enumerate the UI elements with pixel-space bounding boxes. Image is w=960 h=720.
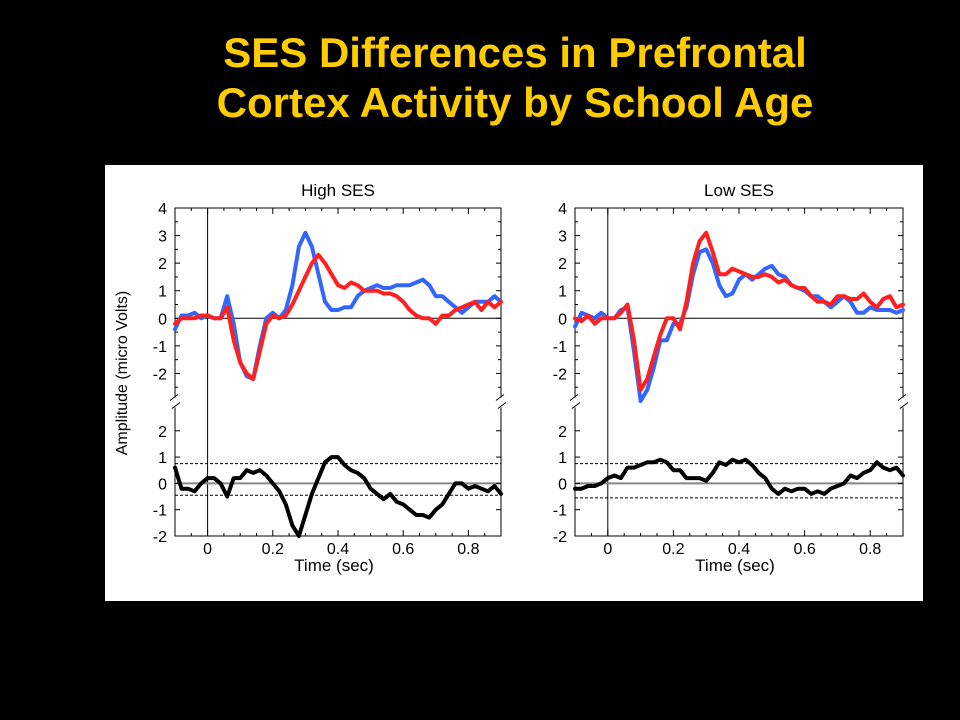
- x-tick-label: 0.2: [662, 541, 684, 558]
- y-tick-label-bottom: -1: [153, 503, 167, 520]
- y-tick-label-top: -2: [153, 366, 167, 383]
- y-tick-label-bottom: -1: [553, 503, 567, 520]
- y-tick-label-bottom: 0: [158, 476, 167, 493]
- y-tick-label-bottom: 2: [558, 424, 567, 441]
- chart-panel: Amplitude (micro Volts) High SES 4 3 2 1 0 -1 -2…: [105, 165, 923, 601]
- y-tick-label-top: 0: [558, 311, 567, 328]
- axis-break-gap: [171, 397, 179, 408]
- x-tick-label: 0: [603, 541, 612, 558]
- x-tick-label: 0.6: [793, 541, 815, 558]
- series-line-red: [573, 230, 905, 392]
- x-tick-label: 0.4: [728, 541, 750, 558]
- y-tick-label-top: -1: [153, 339, 167, 356]
- plot-frame: [574, 207, 904, 537]
- slide-title-line-2: Cortex Activity by School Age: [216, 79, 814, 126]
- y-tick-label-top: 4: [558, 201, 567, 218]
- x-tick-label: 0.2: [262, 541, 284, 558]
- y-tick-label-bottom: -2: [553, 529, 567, 546]
- y-tick-label-top: 2: [558, 256, 567, 273]
- y-tick-label-bottom: 1: [558, 450, 567, 467]
- x-axis-label: Time (sec): [695, 556, 775, 575]
- x-tick-label: 0.4: [327, 541, 349, 558]
- axis-break-mark: [899, 402, 909, 409]
- difference-line: [173, 455, 503, 538]
- axis-break-gap: [899, 397, 907, 408]
- x-tick-label: 0: [203, 541, 212, 558]
- slide-title: SES Differences in Prefrontal Cortex Act…: [0, 28, 960, 128]
- y-tick-label-top: 1: [558, 284, 567, 301]
- axis-break-mark: [497, 402, 507, 409]
- axis-break-mark: [171, 402, 181, 409]
- axis-break-gap: [571, 397, 579, 408]
- series-line-blue: [173, 230, 503, 381]
- series-line-red: [173, 252, 503, 381]
- axis-break-mark: [569, 394, 579, 401]
- y-tick-label-top: 0: [158, 311, 167, 328]
- y-tick-label-bottom: -2: [153, 529, 167, 546]
- y-tick-label-bottom: 2: [158, 424, 167, 441]
- x-tick-label: 0.6: [392, 541, 414, 558]
- x-tick-label: 0.8: [859, 541, 881, 558]
- y-tick-label-top: 3: [158, 229, 167, 246]
- axis-break-gap: [497, 397, 505, 408]
- x-axis-label: Time (sec): [294, 556, 374, 575]
- difference-line: [573, 457, 905, 496]
- y-tick-label-top: 4: [158, 201, 167, 218]
- erp-chart: Amplitude (micro Volts) High SES 4 3 2 1 0 -1 -2…: [114, 181, 909, 575]
- y-tick-label-top: 2: [158, 256, 167, 273]
- y-tick-label-top: -1: [553, 339, 567, 356]
- y-tick-label-top: -2: [553, 366, 567, 383]
- slide-title-line-1: SES Differences in Prefrontal: [223, 29, 807, 76]
- axis-break-mark: [571, 402, 581, 409]
- y-axis-label: Amplitude (micro Volts): [114, 291, 131, 456]
- y-tick-label-bottom: 0: [558, 476, 567, 493]
- panel-title-0: High SES: [301, 181, 375, 200]
- y-tick-label-bottom: 1: [158, 450, 167, 467]
- panel-title-1: Low SES: [704, 181, 774, 200]
- x-tick-label: 0.8: [457, 541, 479, 558]
- y-tick-label-top: 1: [158, 284, 167, 301]
- axis-break-mark: [495, 394, 505, 401]
- axis-break-mark: [169, 394, 179, 401]
- axis-break-mark: [897, 394, 907, 401]
- y-tick-label-top: 3: [558, 229, 567, 246]
